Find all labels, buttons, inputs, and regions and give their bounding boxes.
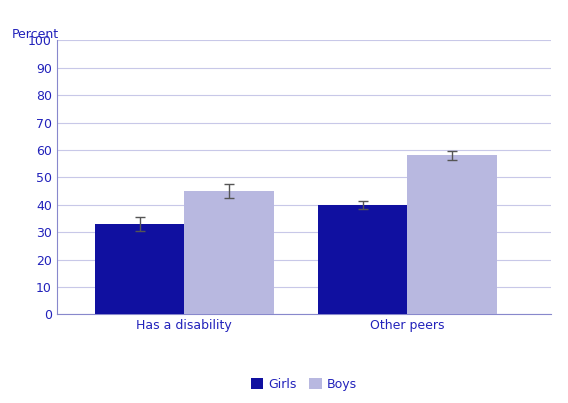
Legend: Girls, Boys: Girls, Boys [246, 373, 362, 396]
Bar [318, 205, 407, 314]
Bar [407, 156, 497, 314]
Text: Percent: Percent [11, 28, 59, 41]
Bar [95, 224, 185, 314]
Bar [185, 191, 274, 314]
